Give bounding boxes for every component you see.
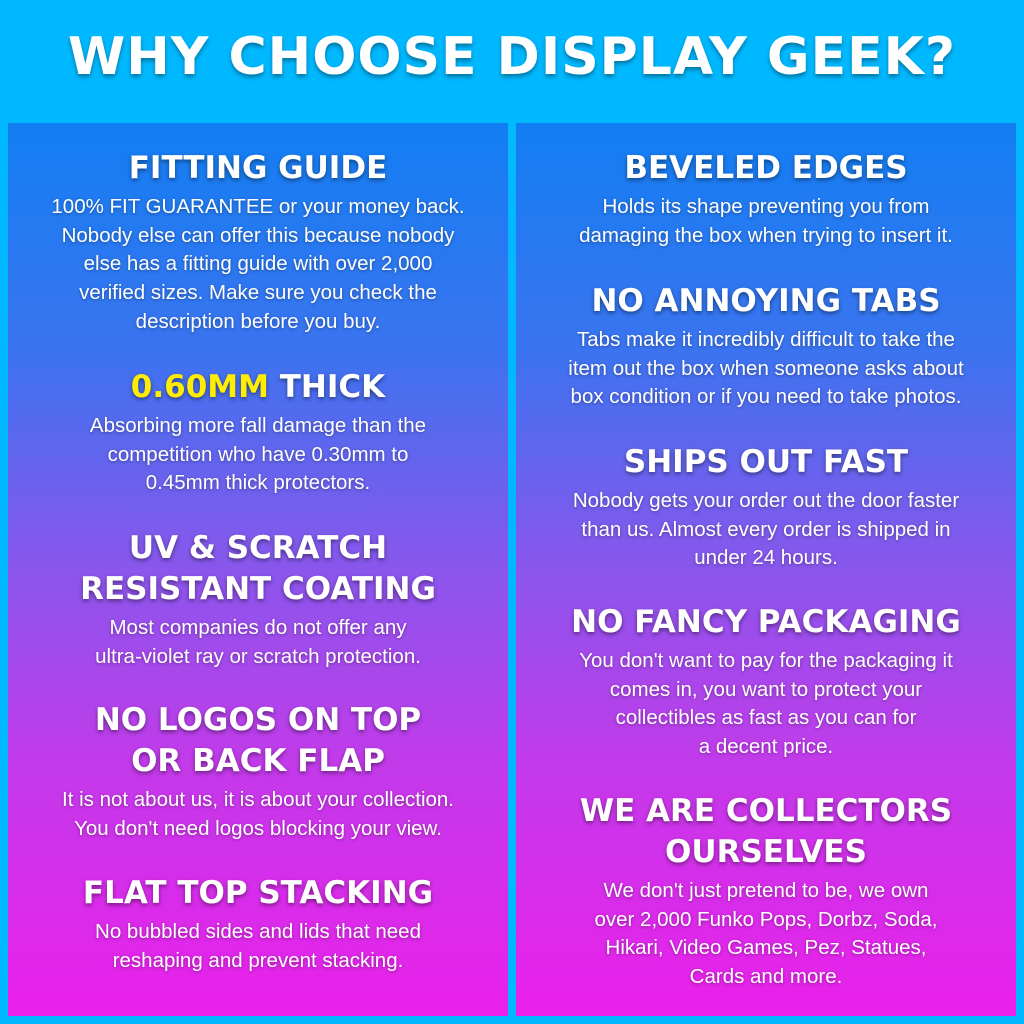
- feature-heading: 0.60MM THICK: [8, 367, 508, 408]
- feature-no-logos: NO LOGOS ON TOP OR BACK FLAP It is not a…: [8, 700, 508, 843]
- feature-beveled-edges: BEVELED EDGES Holds its shape preventing…: [516, 148, 1016, 250]
- feature-flat-top: FLAT TOP STACKING No bubbled sides and l…: [8, 873, 508, 975]
- feature-thickness: 0.60MM THICK Absorbing more fall damage …: [8, 367, 508, 498]
- feature-collectors: WE ARE COLLECTORS OURSELVES We don't jus…: [516, 791, 1016, 992]
- left-panel: FITTING GUIDE 100% FIT GUARANTEE or your…: [8, 123, 508, 1016]
- feature-heading: BEVELED EDGES: [624, 150, 908, 186]
- feature-heading: FLAT TOP STACKING: [82, 875, 434, 911]
- right-panel: BEVELED EDGES Holds its shape preventing…: [516, 123, 1016, 1016]
- feature-no-tabs: NO ANNOYING TABS Tabs make it incredibly…: [516, 281, 1016, 412]
- feature-heading: NO LOGOS ON TOP OR BACK FLAP: [94, 702, 422, 779]
- feature-heading: NO ANNOYING TABS: [591, 283, 941, 319]
- feature-body: Absorbing more fall damage than the comp…: [89, 414, 427, 495]
- feature-body: Nobody gets your order out the door fast…: [572, 489, 960, 570]
- feature-heading: SHIPS OUT FAST: [623, 444, 909, 480]
- feature-body: No bubbled sides and lids that need resh…: [95, 920, 421, 972]
- feature-ships-fast: SHIPS OUT FAST Nobody gets your order ou…: [516, 442, 1016, 573]
- feature-heading: FITTING GUIDE: [128, 150, 388, 186]
- thickness-highlight: 0.60MM: [130, 369, 269, 405]
- feature-body: 100% FIT GUARANTEE or your money back. N…: [51, 195, 465, 333]
- feature-fitting-guide: FITTING GUIDE 100% FIT GUARANTEE or your…: [8, 148, 508, 337]
- feature-body: Tabs make it incredibly difficult to tak…: [568, 328, 964, 409]
- feature-no-fancy-packaging: NO FANCY PACKAGING You don't want to pay…: [516, 602, 1016, 762]
- feature-body: It is not about us, it is about your col…: [62, 788, 454, 840]
- feature-uv-coating: UV & SCRATCH RESISTANT COATING Most comp…: [8, 528, 508, 671]
- feature-body: Holds its shape preventing you from dama…: [579, 195, 953, 247]
- feature-heading: NO FANCY PACKAGING: [571, 604, 961, 640]
- heading-text: THICK: [268, 369, 386, 405]
- feature-heading: UV & SCRATCH RESISTANT COATING: [80, 530, 436, 607]
- feature-body: You don't want to pay for the packaging …: [579, 649, 953, 759]
- page-title: WHY CHOOSE DISPLAY GEEK?: [67, 27, 957, 87]
- feature-heading: WE ARE COLLECTORS OURSELVES: [579, 793, 953, 870]
- feature-body: We don't just pretend to be, we own over…: [594, 879, 938, 989]
- feature-body: Most companies do not offer any ultra-vi…: [95, 616, 421, 668]
